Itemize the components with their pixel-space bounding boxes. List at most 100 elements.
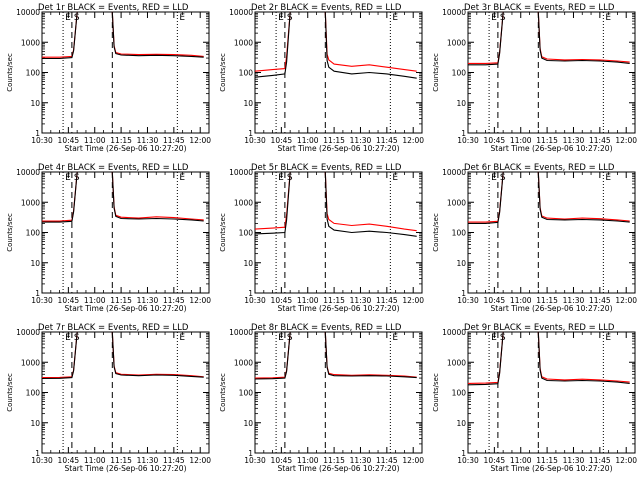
y-tick-label: 1 xyxy=(461,129,466,138)
events-series-line xyxy=(468,11,630,66)
x-tick-label: 11:15 xyxy=(110,296,132,305)
x-tick-label: 11:45 xyxy=(589,456,611,465)
marker-letter: E xyxy=(491,173,497,183)
y-tick-label: 1 xyxy=(248,449,253,458)
plot-frame xyxy=(41,11,210,134)
panel-det-3: Det 3r BLACK = Events, RED = LLD 1 10 100 10… xyxy=(432,3,637,153)
x-tick-label: 11:30 xyxy=(563,136,585,145)
marker-letter: E xyxy=(65,173,71,183)
x-axis-label: Start Time (26-Sep-06 10:27:20) xyxy=(278,304,400,313)
panel-title: Det 6r BLACK = Events, RED = LLD xyxy=(464,163,615,173)
y-tick-label: 10 xyxy=(456,419,466,428)
plot-frame xyxy=(254,11,423,134)
x-tick-label: 11:15 xyxy=(110,136,132,145)
x-tick-label: 11:30 xyxy=(137,136,159,145)
x-tick-label: 12:00 xyxy=(189,456,211,465)
y-tick-label: 1000 xyxy=(21,358,40,367)
y-tick-label: 10 xyxy=(243,259,253,268)
panel-title: Det 8r BLACK = Events, RED = LLD xyxy=(251,323,402,333)
y-tick-label: 100 xyxy=(239,229,254,238)
x-tick-label: 12:00 xyxy=(615,136,637,145)
x-tick-label: 11:00 xyxy=(84,296,106,305)
events-series-line xyxy=(254,11,417,79)
marker-letter: E xyxy=(605,13,611,23)
x-tick-label: 11:45 xyxy=(376,456,398,465)
x-tick-label: 12:00 xyxy=(615,456,637,465)
events-series-line xyxy=(41,331,204,380)
x-tick-label: 10:30 xyxy=(244,136,266,145)
y-tick-label: 1000 xyxy=(21,38,40,47)
x-tick-label: 11:00 xyxy=(510,296,532,305)
y-tick-label: 1 xyxy=(248,289,253,298)
y-axis-label: Counts/sec xyxy=(6,53,14,92)
x-tick-label: 10:45 xyxy=(271,136,293,145)
x-tick-label: 11:00 xyxy=(84,136,106,145)
x-tick-label: 10:45 xyxy=(58,136,80,145)
x-axis-label: Start Time (26-Sep-06 10:27:20) xyxy=(491,304,613,313)
y-tick-label: 100 xyxy=(26,389,41,398)
y-tick-label: 10000 xyxy=(229,8,253,17)
marker-letter: E xyxy=(278,13,284,23)
x-tick-label: 11:45 xyxy=(163,296,185,305)
plot-frame xyxy=(467,171,636,294)
x-tick-label: 11:30 xyxy=(563,456,585,465)
y-tick-label: 10 xyxy=(243,419,253,428)
x-tick-label: 12:00 xyxy=(402,136,424,145)
marker-letter: E xyxy=(179,13,185,23)
y-tick-label: 1 xyxy=(461,449,466,458)
x-tick-label: 10:45 xyxy=(271,456,293,465)
x-tick-label: 11:00 xyxy=(84,456,106,465)
y-tick-label: 100 xyxy=(239,389,254,398)
x-tick-label: 10:30 xyxy=(457,136,479,145)
panel-det-7: Det 7r BLACK = Events, RED = LLD 1 10 100 10… xyxy=(6,323,211,473)
x-tick-label: 11:15 xyxy=(536,136,558,145)
events-series-line xyxy=(254,331,417,380)
x-tick-label: 10:30 xyxy=(457,456,479,465)
x-tick-label: 11:45 xyxy=(376,296,398,305)
marker-letter: E xyxy=(65,333,71,343)
x-tick-label: 11:00 xyxy=(510,136,532,145)
marker-letter: E xyxy=(278,173,284,183)
x-tick-label: 10:30 xyxy=(31,296,53,305)
panel-title: Det 2r BLACK = Events, RED = LLD xyxy=(251,3,402,13)
marker-letter: E xyxy=(278,333,284,343)
y-tick-label: 100 xyxy=(26,229,41,238)
lld-series-line xyxy=(254,11,417,72)
marker-letter: E xyxy=(392,173,398,183)
x-tick-label: 11:30 xyxy=(350,456,372,465)
panel-det-9: Det 9r BLACK = Events, RED = LLD 1 10 100 10… xyxy=(432,323,637,473)
panel-det-6: Det 6r BLACK = Events, RED = LLD 1 10 100 10… xyxy=(432,163,637,313)
panel-title: Det 9r BLACK = Events, RED = LLD xyxy=(464,323,615,333)
y-tick-label: 10000 xyxy=(442,8,466,17)
x-tick-label: 11:30 xyxy=(350,136,372,145)
x-tick-label: 11:15 xyxy=(536,296,558,305)
x-tick-label: 11:45 xyxy=(163,456,185,465)
y-axis-label: Counts/sec xyxy=(432,53,440,92)
x-axis-label: Start Time (26-Sep-06 10:27:20) xyxy=(65,304,187,313)
x-tick-label: 11:30 xyxy=(350,296,372,305)
x-tick-label: 11:45 xyxy=(163,136,185,145)
panel-title: Det 7r BLACK = Events, RED = LLD xyxy=(38,323,189,333)
x-tick-label: 11:00 xyxy=(297,456,319,465)
y-tick-label: 100 xyxy=(452,229,467,238)
y-axis-label: Counts/sec xyxy=(219,213,227,252)
panel-det-1: Det 1r BLACK = Events, RED = LLD 1 10 100 10… xyxy=(6,3,211,153)
panel-title: Det 3r BLACK = Events, RED = LLD xyxy=(464,3,615,13)
y-tick-label: 10000 xyxy=(16,328,40,337)
x-tick-label: 11:00 xyxy=(510,456,532,465)
y-tick-label: 1 xyxy=(461,289,466,298)
y-axis-label: Counts/sec xyxy=(6,213,14,252)
marker-letter: E xyxy=(491,333,497,343)
panel-det-8: Det 8r BLACK = Events, RED = LLD 1 10 100 10… xyxy=(219,323,424,473)
y-tick-label: 1 xyxy=(35,289,40,298)
x-tick-label: 11:30 xyxy=(563,296,585,305)
x-tick-label: 10:30 xyxy=(244,296,266,305)
y-tick-label: 1000 xyxy=(447,198,466,207)
plot-frame xyxy=(41,331,210,454)
x-tick-label: 10:45 xyxy=(484,136,506,145)
plot-frame xyxy=(254,331,423,454)
y-axis-label: Counts/sec xyxy=(6,373,14,412)
x-tick-label: 11:45 xyxy=(589,136,611,145)
y-tick-label: 100 xyxy=(452,69,467,78)
